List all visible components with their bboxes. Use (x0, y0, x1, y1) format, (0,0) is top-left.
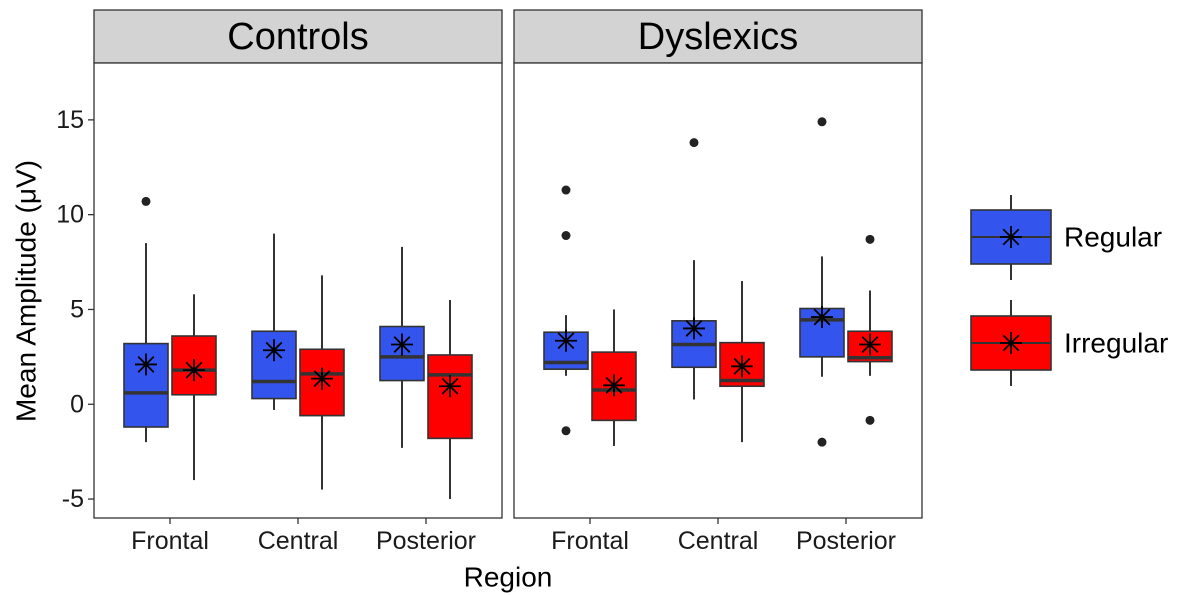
legend-item-irregular: Irregular (970, 300, 1168, 386)
y-axis-title: Mean Amplitude (μV) (11, 160, 42, 422)
outlier-dyslexics-central-regular-0 (689, 138, 699, 148)
panel-controls-title: Controls (227, 16, 369, 58)
iqr-box-controls-central-regular (251, 330, 297, 400)
legend-label-irregular: Irregular (1064, 328, 1168, 359)
mean-marker-dyslexics-posterior-regular (811, 306, 833, 329)
y-tick-label-4: 15 (56, 106, 84, 134)
panel-dyslexics-strip (513, 9, 923, 64)
outlier-dyslexics-frontal-regular-0 (561, 185, 571, 195)
mean-marker-dyslexics-frontal-regular (555, 329, 577, 352)
mean-marker-dyslexics-frontal-irregular (603, 374, 625, 397)
box-controls-central-irregular (299, 275, 345, 490)
iqr-box-controls-frontal-regular (123, 342, 169, 428)
box-controls-frontal-irregular (171, 294, 217, 481)
panel-controls-plot-area (93, 62, 503, 519)
mean-marker-controls-frontal-irregular (183, 359, 205, 382)
mean-marker-dyslexics-central-irregular (731, 355, 753, 378)
panel-dyslexics-plot-area (513, 62, 923, 519)
box-dyslexics-posterior-regular (799, 117, 845, 447)
mean-marker-dyslexics-posterior-irregular (859, 333, 881, 356)
x-tick-label-1-frontal: Frontal (551, 527, 629, 555)
panel-dyslexics-boxes (543, 117, 893, 447)
mean-marker-controls-central-regular (263, 339, 285, 362)
legend-mean-marker-irregular (1000, 332, 1022, 354)
y-tick-label-2: 5 (70, 295, 84, 323)
mean-marker-controls-posterior-regular (391, 333, 413, 356)
x-tick-label-0-frontal: Frontal (131, 527, 209, 555)
panel-dyslexics: Dyslexics (513, 9, 923, 519)
box-dyslexics-frontal-irregular (591, 309, 637, 446)
mean-marker-controls-central-irregular (311, 367, 333, 390)
outlier-controls-frontal-regular-0 (141, 196, 151, 206)
outlier-dyslexics-posterior-regular-0 (817, 117, 827, 127)
y-tick-label-3: 10 (56, 201, 84, 229)
box-dyslexics-frontal-regular (543, 185, 589, 436)
y-tick-label-0: -5 (62, 485, 84, 513)
legend-mean-marker-regular (1000, 226, 1022, 248)
x-axis: Frontal Central Posterior Frontal Central Pos… (131, 518, 896, 555)
y-axis: -5 0 5 10 15 (56, 106, 94, 513)
outlier-dyslexics-posterior-irregular-0 (865, 234, 875, 244)
outlier-dyslexics-frontal-regular-2 (561, 426, 571, 436)
x-tick-label-0-posterior: Posterior (376, 527, 476, 555)
box-dyslexics-central-regular (671, 138, 717, 400)
outlier-dyslexics-frontal-regular-1 (561, 231, 571, 241)
mean-marker-controls-posterior-irregular (439, 375, 461, 398)
outlier-dyslexics-posterior-irregular-1 (865, 415, 875, 425)
box-controls-frontal-regular (123, 196, 169, 443)
legend-label-regular: Regular (1064, 222, 1162, 253)
x-tick-label-1-posterior: Posterior (796, 527, 896, 555)
x-tick-label-1-central: Central (678, 527, 759, 555)
x-tick-label-0-central: Central (258, 527, 339, 555)
legend-item-regular: Regular (970, 195, 1162, 280)
box-controls-central-regular (251, 233, 297, 410)
box-dyslexics-central-irregular (719, 281, 765, 443)
x-axis-title: Region (464, 562, 553, 593)
panel-controls-strip (93, 9, 503, 64)
outlier-dyslexics-posterior-regular-1 (817, 437, 827, 447)
panel-controls-boxes (123, 196, 473, 500)
panel-controls: Controls (93, 9, 503, 519)
mean-marker-controls-frontal-regular (135, 353, 157, 376)
box-controls-posterior-irregular (427, 299, 473, 500)
mean-marker-dyslexics-central-regular (683, 317, 705, 340)
box-dyslexics-posterior-irregular (847, 234, 893, 425)
panel-dyslexics-title: Dyslexics (638, 16, 798, 58)
y-tick-label-1: 0 (70, 390, 84, 418)
legend: Regular Irregular (970, 195, 1168, 386)
box-controls-posterior-regular (379, 246, 425, 448)
